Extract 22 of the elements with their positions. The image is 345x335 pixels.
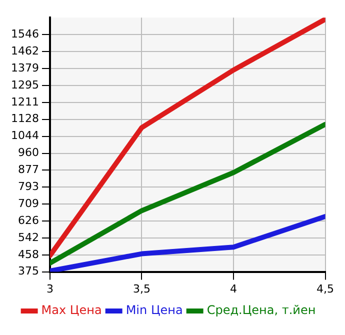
y-tick-label: 375 [18,264,39,278]
y-tick-label: 1295 [10,78,39,92]
y-tick-label: 793 [18,180,39,193]
legend-label: Сред.Цена, т.йен [206,303,316,318]
x-tick-label: 3 [46,282,54,296]
y-tick-label: 1379 [10,61,39,74]
y-tick-label: 626 [18,214,39,227]
y-tick-label: 1044 [10,129,39,142]
y-tick-label: 709 [18,197,39,210]
y-tick-label: 542 [18,230,39,244]
y-tick-label: 960 [18,146,39,160]
y-tick-label: 1462 [10,44,39,58]
legend-label: Max Цена [41,303,102,318]
legend-label: Min Цена [126,303,183,318]
y-tick-label: 1128 [10,112,39,126]
y-tick-label: 877 [18,162,39,176]
x-tick-label: 4,5 [316,282,334,296]
x-tick-label: 3,5 [132,282,150,296]
x-tick-label: 4 [230,282,237,296]
y-tick-label: 1546 [10,27,39,40]
y-tick-label: 1211 [10,95,39,108]
y-tick-label: 458 [18,248,39,261]
